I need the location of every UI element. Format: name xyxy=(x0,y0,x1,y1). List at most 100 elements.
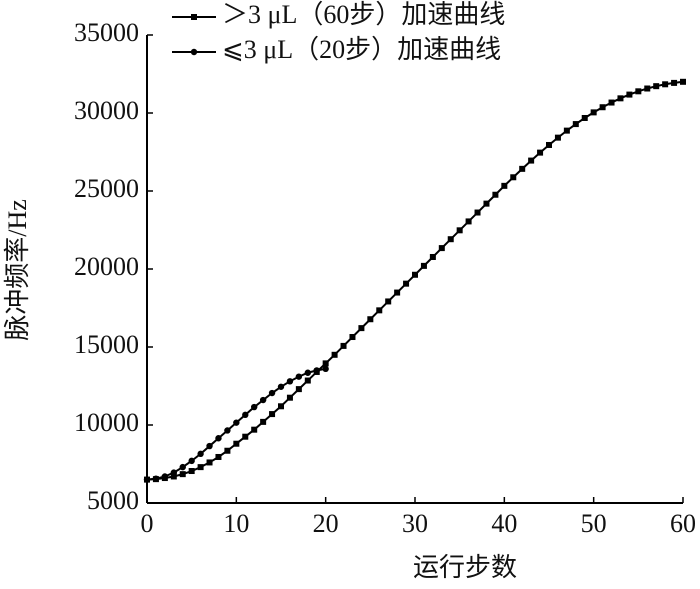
marker xyxy=(251,426,258,433)
marker xyxy=(251,403,258,411)
marker xyxy=(483,200,490,207)
x-tick-label: 0 xyxy=(141,509,154,538)
marker xyxy=(671,79,678,86)
marker xyxy=(233,440,240,447)
marker xyxy=(528,157,535,164)
y-tick-label: 20000 xyxy=(74,252,139,281)
marker xyxy=(662,81,669,88)
x-tick-label: 50 xyxy=(581,509,607,538)
x-tick-label: 10 xyxy=(223,509,249,538)
marker xyxy=(278,403,284,410)
marker xyxy=(537,149,544,156)
marker xyxy=(215,453,222,460)
marker xyxy=(385,298,392,305)
marker xyxy=(179,463,186,471)
marker xyxy=(268,389,276,397)
marker xyxy=(304,377,311,384)
marker xyxy=(197,464,204,471)
marker xyxy=(259,396,267,404)
y-tick-label: 35000 xyxy=(74,18,139,47)
marker xyxy=(286,394,293,401)
marker xyxy=(438,245,445,252)
marker xyxy=(635,88,642,95)
marker xyxy=(170,469,177,476)
x-tick-label: 40 xyxy=(491,509,517,538)
marker xyxy=(277,383,285,390)
marker xyxy=(447,236,454,243)
marker xyxy=(161,473,169,480)
marker xyxy=(626,91,633,98)
marker xyxy=(546,141,552,148)
marker xyxy=(188,457,195,465)
y-axis-label: 脉冲频率/Hz xyxy=(3,199,32,341)
legend-label: ⩽3 μL（20步）加速曲线 xyxy=(222,35,501,64)
marker xyxy=(563,127,570,134)
marker xyxy=(233,419,240,426)
marker xyxy=(269,411,276,418)
marker xyxy=(295,386,302,393)
marker xyxy=(188,468,195,475)
marker xyxy=(152,475,160,482)
marker xyxy=(331,351,338,358)
marker xyxy=(322,365,329,373)
marker xyxy=(644,85,651,92)
marker xyxy=(599,104,606,111)
y-tick-label: 25000 xyxy=(74,174,139,203)
marker xyxy=(420,262,427,269)
marker xyxy=(190,48,198,56)
marker xyxy=(143,476,151,483)
marker xyxy=(242,411,249,419)
marker xyxy=(554,134,561,141)
y-tick-label: 15000 xyxy=(74,330,139,359)
marker xyxy=(170,473,177,480)
marker xyxy=(519,165,526,172)
marker xyxy=(224,427,231,434)
y-tick-label: 5000 xyxy=(87,486,139,515)
marker xyxy=(394,289,401,296)
y-tick-label: 10000 xyxy=(74,408,139,437)
marker xyxy=(653,83,660,90)
marker xyxy=(608,99,615,106)
marker xyxy=(474,209,481,216)
marker xyxy=(179,471,186,478)
marker xyxy=(572,121,579,128)
marker xyxy=(429,253,436,260)
marker xyxy=(510,174,517,181)
x-tick-label: 30 xyxy=(402,509,428,538)
marker xyxy=(340,342,347,349)
marker xyxy=(242,433,249,440)
marker xyxy=(501,182,508,189)
marker xyxy=(206,459,213,466)
x-tick-label: 60 xyxy=(670,509,696,538)
marker xyxy=(206,442,213,450)
marker xyxy=(590,109,597,116)
marker xyxy=(367,316,374,323)
marker xyxy=(617,95,624,102)
marker xyxy=(313,367,320,374)
marker xyxy=(349,334,356,341)
marker xyxy=(680,78,686,85)
marker xyxy=(492,191,499,198)
marker xyxy=(191,14,197,20)
marker xyxy=(304,369,311,376)
marker xyxy=(322,360,329,367)
marker xyxy=(403,280,410,287)
marker xyxy=(412,271,418,278)
legend-label: ＞3 μL（60步）加速曲线 xyxy=(222,0,505,29)
x-tick-label: 20 xyxy=(313,509,339,538)
y-tick-label: 30000 xyxy=(74,96,139,125)
marker xyxy=(465,218,472,225)
marker xyxy=(376,307,383,314)
marker xyxy=(358,325,365,332)
marker xyxy=(295,373,303,380)
marker xyxy=(197,450,204,458)
marker xyxy=(215,435,222,442)
x-axis-label: 运行步数 xyxy=(413,553,517,582)
marker xyxy=(456,227,463,234)
series-line xyxy=(146,80,684,481)
marker xyxy=(224,447,231,454)
marker xyxy=(286,378,294,385)
marker xyxy=(260,418,267,425)
marker xyxy=(581,114,588,121)
